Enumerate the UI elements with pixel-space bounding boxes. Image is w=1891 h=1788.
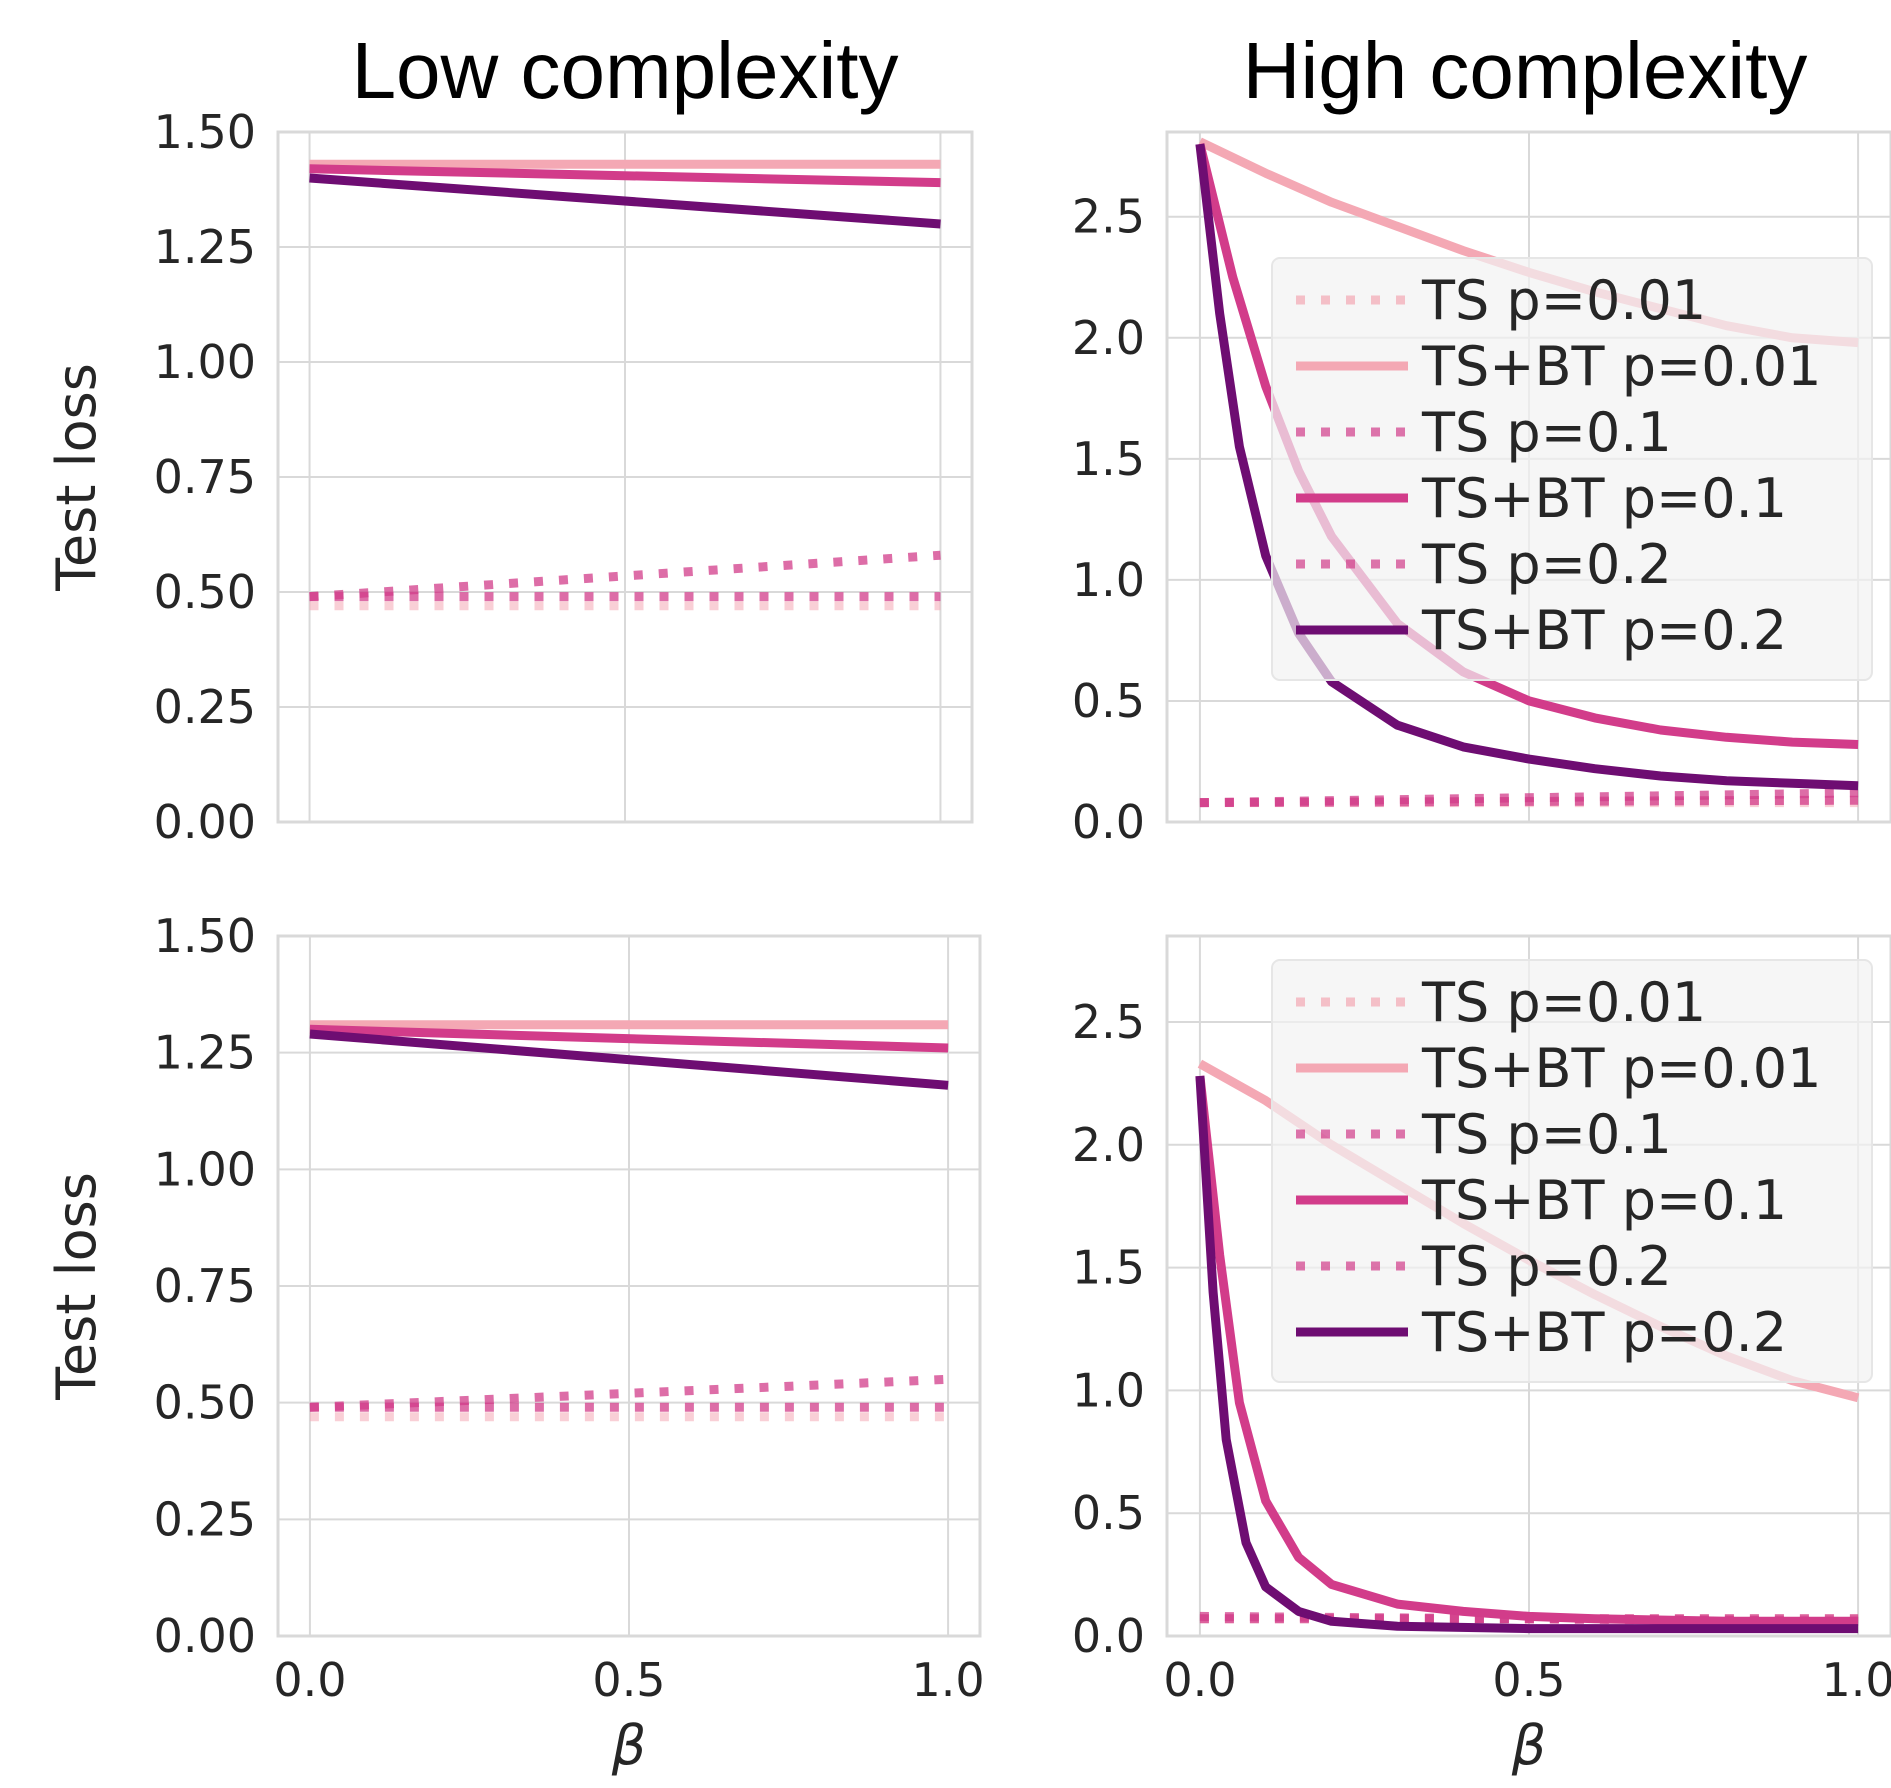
plot-frame bbox=[1165, 130, 1891, 824]
series-ts-p-0-2 bbox=[309, 1374, 949, 1412]
gridlines bbox=[278, 131, 972, 823]
y-tick-label: 0.0 bbox=[1072, 1609, 1145, 1663]
column-title-low-complexity: Low complexity bbox=[352, 26, 899, 115]
x-tick-label: 1.0 bbox=[1822, 1653, 1891, 1707]
x-tick-label: 0.5 bbox=[1492, 1653, 1565, 1707]
panel-bottom-left: 0.00 0.25 0.50 0.75 1.00 1.25 1.50 0.0 0.5 1.0 Tes… bbox=[45, 909, 985, 1777]
y-tick-label: 0.75 bbox=[154, 1259, 256, 1313]
legend-entry-ts-bt-p-0-01: TS+BT p=0.01 bbox=[1421, 335, 1821, 398]
legend-entry-ts-p-0-1: TS p=0.1 bbox=[1421, 1103, 1672, 1166]
series-ts-bt-p-0-2 bbox=[309, 1029, 949, 1090]
series-ts-p-0-2 bbox=[1199, 1611, 1859, 1626]
y-axis-label: Test loss bbox=[45, 1172, 108, 1401]
y-tick-label: 1.50 bbox=[154, 105, 256, 159]
legend-box bbox=[1271, 257, 1873, 681]
y-tick-label: 1.5 bbox=[1072, 1241, 1145, 1295]
y-tick-label: 0.5 bbox=[1072, 1486, 1145, 1540]
y-tick-label: 0.50 bbox=[154, 1376, 256, 1430]
plot-frame bbox=[276, 934, 982, 1638]
legend-box bbox=[1271, 959, 1873, 1383]
y-tick-label: 1.5 bbox=[1072, 432, 1145, 486]
x-tick-label: 0.0 bbox=[1163, 1653, 1236, 1707]
series-ts-p-0-2 bbox=[309, 550, 941, 602]
legend-entry-ts-bt-p-0-1: TS+BT p=0.1 bbox=[1421, 467, 1787, 530]
series-ts-bt-p-0-1 bbox=[1195, 1075, 1859, 1626]
legend-entry-ts-p-0-2: TS p=0.2 bbox=[1421, 1235, 1672, 1298]
x-tick-label: 1.0 bbox=[912, 1653, 985, 1707]
x-axis-label: β bbox=[1511, 1714, 1546, 1777]
legend-entry-ts-p-0-01: TS p=0.01 bbox=[1421, 269, 1706, 332]
y-tick-label: 0.25 bbox=[154, 1492, 256, 1546]
y-axis-label: Test loss bbox=[45, 363, 108, 592]
legend-entry-ts-p-0-2: TS p=0.2 bbox=[1421, 533, 1672, 596]
series-ts-bt-p-0-2 bbox=[309, 173, 941, 229]
series-group bbox=[309, 1020, 949, 1422]
legend-entry-ts-bt-p-0-01: TS+BT p=0.01 bbox=[1421, 1037, 1821, 1100]
y-tick-label: 0.75 bbox=[154, 450, 256, 504]
x-axis-label: β bbox=[611, 1714, 646, 1777]
y-tick-label: 1.0 bbox=[1072, 1363, 1145, 1417]
series-ts-bt-p-0-1 bbox=[309, 1024, 949, 1053]
series-ts-p-0-2 bbox=[1199, 788, 1859, 808]
y-tick-label: 0.00 bbox=[154, 795, 256, 849]
legend-entry-ts-bt-p-0-2: TS+BT p=0.2 bbox=[1421, 599, 1787, 662]
y-tick-label: 2.0 bbox=[1072, 1118, 1145, 1172]
y-tick-label: 1.0 bbox=[1072, 553, 1145, 607]
y-tick-label: 1.50 bbox=[154, 909, 256, 963]
series-ts-bt-p-0-1 bbox=[309, 164, 941, 188]
series-ts-bt-p-0-2 bbox=[1195, 143, 1859, 791]
y-tick-label: 0.0 bbox=[1072, 795, 1145, 849]
y-tick-label: 1.25 bbox=[154, 1026, 256, 1080]
legend-entry-ts-bt-p-0-1: TS+BT p=0.1 bbox=[1421, 1169, 1787, 1232]
panel-top-left: 0.00 0.25 0.50 0.75 1.00 1.25 1.50 Test loss bbox=[45, 105, 974, 849]
plot-frame bbox=[276, 130, 974, 824]
legend-entry-ts-bt-p-0-2: TS+BT p=0.2 bbox=[1421, 1301, 1787, 1364]
plot-frame bbox=[1165, 934, 1891, 1638]
y-tick-label: 2.0 bbox=[1072, 311, 1145, 365]
y-tick-label: 1.00 bbox=[154, 1142, 256, 1196]
y-tick-label: 0.5 bbox=[1072, 674, 1145, 728]
y-tick-label: 0.50 bbox=[154, 565, 256, 619]
y-tick-label: 0.00 bbox=[154, 1609, 256, 1663]
y-tick-label: 0.25 bbox=[154, 680, 256, 734]
y-tick-label: 1.00 bbox=[154, 335, 256, 389]
x-tick-label: 0.0 bbox=[273, 1653, 346, 1707]
series-group bbox=[309, 159, 941, 611]
legend-entry-ts-p-0-1: TS p=0.1 bbox=[1421, 401, 1672, 464]
y-tick-label: 1.25 bbox=[154, 220, 256, 274]
series-ts-bt-p-0-2 bbox=[1195, 1075, 1859, 1634]
y-tick-label: 2.5 bbox=[1072, 995, 1145, 1049]
legend-entry-ts-p-0-01: TS p=0.01 bbox=[1421, 971, 1706, 1034]
y-tick-label: 2.5 bbox=[1072, 190, 1145, 244]
column-title-high-complexity: High complexity bbox=[1243, 26, 1808, 115]
x-tick-label: 0.5 bbox=[592, 1653, 665, 1707]
